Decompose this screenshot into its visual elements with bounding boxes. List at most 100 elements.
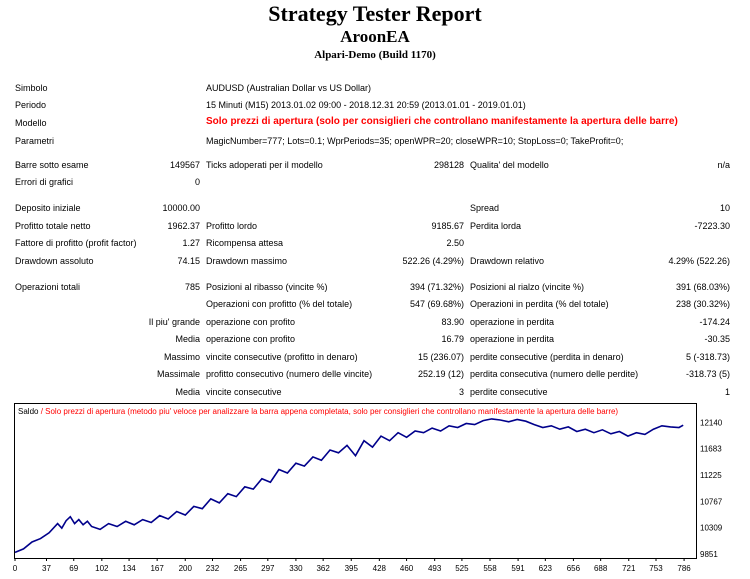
y-tick-label: 12140: [700, 418, 723, 427]
server-build: Alpari-Demo (Build 1170): [314, 49, 436, 61]
avg-consec-wins-value: 3: [458, 387, 464, 397]
expected-payoff-label: Ricompensa attesa: [206, 238, 284, 248]
model-value: Solo prezzi di apertura (solo per consig…: [206, 116, 678, 127]
spread-value: 10: [719, 203, 730, 213]
period-label: Periodo: [15, 100, 47, 110]
gross-profit-value: 9185.67: [431, 221, 464, 231]
x-tick-label: 37: [42, 564, 51, 573]
x-tick-label: 167: [150, 564, 164, 573]
quality-label: Qualita' del modello: [470, 160, 549, 170]
max-drawdown-value: 522.26 (4.29%): [402, 256, 464, 266]
gross-loss-label: Perdita lorda: [470, 221, 522, 231]
deposit-value: 10000.00: [162, 203, 200, 213]
deposit-label: Deposito iniziale: [15, 203, 81, 213]
quality-value: n/a: [717, 160, 730, 170]
max-consec-losses-label: perdite consecutive (perdita in denaro): [470, 352, 624, 362]
largest-loss-value: -174.24: [699, 317, 730, 327]
x-tick-label: 134: [122, 564, 136, 573]
x-tick-label: 362: [316, 564, 330, 573]
x-tick-label: 558: [483, 564, 497, 573]
expected-payoff-value: 2.50: [446, 238, 464, 248]
x-tick-label: 525: [455, 564, 469, 573]
x-tick-label: 721: [622, 564, 636, 573]
average-profit-label: operazione con profito: [206, 334, 296, 344]
rel-drawdown-value: 4.29% (522.26): [668, 256, 730, 266]
maximal-loss-value: -318.73 (5): [685, 369, 730, 379]
total-trades-label: Operazioni totali: [15, 282, 81, 292]
period-value: 15 Minuti (M15) 2013.01.02 09:00 - 2018.…: [206, 100, 526, 110]
x-tick-label: 623: [539, 564, 553, 573]
x-tick-label: 0: [13, 564, 18, 573]
chart-legend-series: Saldo: [18, 407, 39, 416]
max-consec-losses-value: 5 (-318.73): [685, 352, 730, 362]
short-positions-value: 394 (71.32%): [409, 282, 464, 292]
loss-trades-label: Operazioni in perdita (% del totale): [470, 299, 609, 309]
balance-chart: Saldo / Solo prezzi di apertura (metodo …: [14, 403, 697, 559]
largest-loss-label: operazione in perdita: [470, 317, 555, 327]
loss-trades-value: 238 (30.32%): [675, 299, 730, 309]
maximal-loss-label: perdita consecutiva (numero delle perdit…: [470, 369, 639, 379]
chart-plot: [15, 418, 684, 554]
average-loss-label: operazione in perdita: [470, 334, 555, 344]
x-tick-label: 786: [677, 564, 691, 573]
gross-profit-label: Profitto lordo: [206, 221, 258, 231]
x-tick-label: 395: [345, 564, 359, 573]
avg-consec-losses-label: perdite consecutive: [470, 387, 548, 397]
largest-profit-value: 83.90: [441, 317, 464, 327]
spread-label: Spread: [470, 203, 500, 213]
x-tick-label: 753: [649, 564, 663, 573]
x-tick-label: 200: [179, 564, 193, 573]
average-loss-value: -30.35: [704, 334, 730, 344]
net-profit-label: Profitto totale netto: [15, 221, 91, 231]
abs-drawdown-value: 74.15: [177, 256, 200, 266]
chart-legend-model: / Solo prezzi di apertura (metodo piu' v…: [38, 407, 619, 416]
errors-value: 0: [194, 177, 200, 187]
profit-factor-label: Fattore di profitto (profit factor): [15, 238, 137, 248]
x-tick-label: 493: [428, 564, 442, 573]
x-tick-label: 330: [289, 564, 303, 573]
y-tick-label: 10767: [700, 497, 723, 506]
symbol-value: AUDUSD (Australian Dollar vs US Dollar): [206, 83, 372, 93]
max-consec-wins-value: 15 (236.07): [417, 352, 464, 362]
ticks-value: 298128: [433, 160, 464, 170]
average-profit-value: 16.79: [441, 334, 464, 344]
params-label: Parametri: [15, 136, 55, 146]
x-tick-label: 428: [373, 564, 387, 573]
avg-consec-losses-value: 1: [724, 387, 730, 397]
y-tick-label: 9851: [700, 550, 718, 559]
balance-line: [15, 418, 684, 554]
gross-loss-value: -7223.30: [694, 221, 730, 231]
largest-label: Il piu' grande: [148, 317, 200, 327]
x-tick-label: 232: [206, 564, 220, 573]
ea-name: AroonEA: [340, 27, 410, 46]
avg-consec-label: Media: [175, 387, 200, 397]
x-tick-label: 460: [400, 564, 414, 573]
largest-profit-label: operazione con profito: [206, 317, 296, 327]
maximal-profit-label: profitto consecutivo (numero delle vinci…: [206, 369, 373, 379]
x-tick-label: 102: [95, 564, 109, 573]
total-trades-value: 785: [184, 282, 200, 292]
symbol-label: Simbolo: [15, 83, 48, 93]
max-consec-wins-label: vincite consecutive (profitto in denaro): [206, 352, 358, 362]
long-positions-value: 391 (68.03%): [675, 282, 730, 292]
max-consec-label: Massimo: [163, 352, 200, 362]
long-positions-label: Posizioni al rialzo (vincite %): [470, 282, 585, 292]
bars-label: Barre sotto esame: [15, 160, 89, 170]
y-tick-label: 11225: [700, 471, 722, 480]
x-tick-label: 69: [69, 564, 78, 573]
average-label: Media: [175, 334, 200, 344]
abs-drawdown-label: Drawdown assoluto: [15, 256, 94, 266]
errors-label: Errori di grafici: [15, 177, 74, 187]
profit-trades-value: 547 (69.68%): [409, 299, 464, 309]
bars-value: 149567: [169, 160, 200, 170]
avg-consec-wins-label: vincite consecutive: [206, 387, 282, 397]
x-tick-label: 265: [234, 564, 248, 573]
y-tick-label: 10309: [700, 524, 723, 533]
x-tick-label: 591: [511, 564, 525, 573]
params-value: MagicNumber=777; Lots=0.1; WprPeriods=35…: [206, 136, 624, 146]
chart-legend: Saldo / Solo prezzi di apertura (metodo …: [18, 406, 618, 418]
ticks-label: Ticks adoperati per il modello: [206, 160, 323, 170]
x-tick-label: 656: [567, 564, 581, 573]
profit-trades-label: Operazioni con profitto (% del totale): [206, 299, 353, 309]
report-title: Strategy Tester Report: [268, 1, 482, 26]
